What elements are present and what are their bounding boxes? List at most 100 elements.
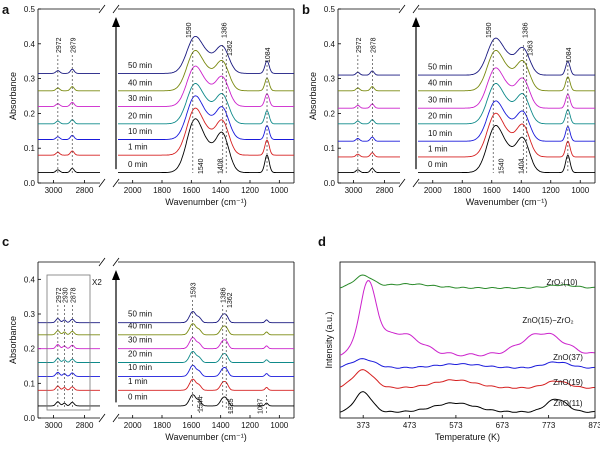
spectrum-right-10-min [118, 364, 294, 377]
spectrum-right-10-min [118, 95, 294, 140]
panel-label-c: c [2, 234, 9, 249]
axis-break-mark [412, 4, 420, 14]
y-tick-label: 0.1 [24, 144, 36, 153]
spectrum-right-20-min [418, 83, 595, 125]
series-label: 10 min [128, 127, 152, 136]
x-tick-label: 2800 [376, 186, 394, 195]
x-axis-label: Wavenumber (cm⁻¹) [165, 432, 246, 442]
spectrum-left-50-min [38, 68, 100, 74]
spectrum-right-50-min [118, 35, 294, 74]
peak-label: 1590 [186, 22, 193, 38]
series-label-zno37: ZnO(37) [553, 353, 583, 362]
y-axis-label: Absorbance [8, 316, 18, 364]
panel-label-b: b [302, 2, 310, 17]
spectrum-left-1-min [38, 150, 100, 156]
y-axis-label: Absorbance [308, 72, 318, 120]
y-tick-label: 0.2 [324, 109, 336, 118]
peak-label: 1386 [221, 287, 228, 303]
spectrum-left-0-min [38, 167, 100, 174]
y-tick-label: 0.3 [324, 75, 336, 84]
spectrum-left-10-min [338, 136, 400, 142]
spectrum-left-0-min [338, 167, 400, 174]
panel-b: 0.0 0.1 0.2 0.3 0.4 0.5 3000 2800 2000 1800 1600 14… [308, 4, 596, 207]
axis-break-mark [98, 178, 106, 188]
plot-frame [339, 261, 596, 419]
x-tick-label: 1200 [241, 421, 259, 430]
time-arrow-head [112, 270, 120, 280]
y-axis-label: Intensity (a.u.) [324, 311, 334, 368]
time-arrow-head [412, 17, 420, 27]
y-tick-label: 0.0 [24, 414, 36, 423]
series-label: 50 min [128, 310, 152, 319]
spectrum-right-1-min [118, 107, 294, 156]
series-label: 50 min [428, 63, 452, 72]
x-tick-label: 1400 [212, 421, 230, 430]
x-tick-label: 1000 [571, 186, 589, 195]
spectrum-left-1-min [338, 152, 400, 158]
spectrum-right-0-min [118, 394, 294, 407]
series-label: 0 min [128, 393, 148, 402]
axis-break-mark [112, 4, 120, 14]
panel-c: 0.0 0.1 0.2 0.3 0.4 3000 2800 2000 1800 1600 1400 1… [8, 257, 295, 442]
series-label: 30 min [128, 336, 152, 345]
series-label: 10 min [128, 363, 152, 372]
x-tick-label: 373 [357, 421, 371, 430]
spectrum-left-30-min [338, 103, 400, 109]
series-label-zro2: ZrO₂(10) [546, 278, 577, 287]
spectrum-right-10-min [418, 100, 595, 142]
spectrum-left-40-min [38, 86, 100, 92]
y-tick-label: 0.3 [24, 310, 36, 319]
peak-label: 2972 [56, 287, 63, 303]
x-tick-label: 1400 [512, 186, 530, 195]
x-tick-label: 673 [496, 421, 510, 430]
series-label: 40 min [128, 322, 152, 331]
spectrum-right-50-min [118, 311, 294, 324]
y-tick-label: 0.1 [24, 379, 36, 388]
series-label-zno19: ZnO(19) [553, 378, 583, 387]
spectrum-left-10-min [38, 134, 100, 140]
x-tick-label: 1000 [270, 421, 288, 430]
spectrum-left-40-min [338, 86, 400, 92]
y-tick-label: 0.3 [24, 75, 36, 84]
x-tick-label: 1000 [270, 186, 288, 195]
series-label: 40 min [428, 78, 452, 87]
x-tick-label: 873 [588, 421, 600, 430]
spectrum-right-0-min [118, 118, 294, 174]
peak-label: 1408 [217, 158, 224, 174]
peak-label: 1087 [258, 398, 265, 414]
peak-label: 1363 [528, 40, 535, 56]
x-tick-label: 2000 [424, 186, 442, 195]
y-tick-label: 0.1 [324, 144, 336, 153]
axis-break-mark [98, 257, 106, 267]
tpd-curve-2 [339, 358, 595, 369]
x-tick-label: 3000 [45, 186, 63, 195]
spectrum-right-50-min [418, 37, 595, 76]
peak-label: 1084 [566, 47, 573, 63]
y-tick-label: 0.4 [324, 40, 336, 49]
x-tick-label: 2000 [124, 186, 142, 195]
y-tick-label: 0.0 [324, 179, 336, 188]
spectrum-right-40-min [418, 49, 595, 92]
spectrum-right-40-min [118, 49, 294, 92]
spectrum-right-30-min [118, 337, 294, 350]
series-label: 20 min [128, 111, 152, 120]
x-tick-label: 1600 [483, 186, 501, 195]
peak-label: 1404 [519, 158, 526, 174]
peak-label: 2879 [70, 37, 77, 53]
series-label: 20 min [428, 111, 452, 120]
spectrum-right-20-min [118, 83, 294, 125]
spectrum-left-20-min [338, 119, 400, 125]
panel-label-a: a [2, 2, 10, 17]
x-tick-label: 1600 [182, 421, 200, 430]
x-tick-label: 473 [403, 421, 417, 430]
peak-label: 1593 [190, 282, 197, 298]
peak-label: 1084 [265, 47, 272, 63]
inset-scale-label: X2 [92, 278, 102, 287]
panel-a: 0.0 0.1 0.2 0.3 0.4 0.5 3000 2800 2000 1800 1600 14… [8, 4, 295, 207]
series-label: 40 min [128, 78, 152, 87]
series-label: 50 min [128, 61, 152, 70]
y-tick-label: 0.4 [24, 275, 36, 284]
y-tick-label: 0.4 [24, 40, 36, 49]
x-tick-label: 3000 [345, 186, 363, 195]
